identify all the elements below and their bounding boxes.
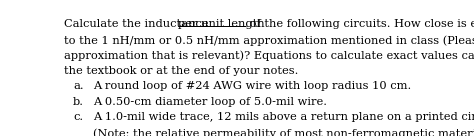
Text: b.: b.: [73, 97, 84, 107]
Text: (Note: the relative permeability of most non-ferromagnetic materials is 1).: (Note: the relative permeability of most…: [93, 128, 474, 136]
Text: approximation that is relevant)? Equations to calculate exact values can be foun: approximation that is relevant)? Equatio…: [64, 50, 474, 61]
Text: Calculate the inductance: Calculate the inductance: [64, 19, 212, 30]
Text: A 0.50-cm diameter loop of 5.0-mil wire.: A 0.50-cm diameter loop of 5.0-mil wire.: [93, 97, 327, 107]
Text: a.: a.: [73, 81, 84, 91]
Text: of the following circuits. How close is each: of the following circuits. How close is …: [246, 19, 474, 30]
Text: A round loop of #24 AWG wire with loop radius 10 cm.: A round loop of #24 AWG wire with loop r…: [93, 81, 411, 91]
Text: per unit length: per unit length: [178, 19, 265, 30]
Text: A 1.0-mil wide trace, 12 mils above a return plane on a printed circuit board: A 1.0-mil wide trace, 12 mils above a re…: [93, 112, 474, 122]
Text: c.: c.: [73, 112, 83, 122]
Text: to the 1 nH/mm or 0.5 nH/mm approximation mentioned in class (Please mention the: to the 1 nH/mm or 0.5 nH/mm approximatio…: [64, 35, 474, 46]
Text: the textbook or at the end of your notes.: the textbook or at the end of your notes…: [64, 66, 298, 76]
